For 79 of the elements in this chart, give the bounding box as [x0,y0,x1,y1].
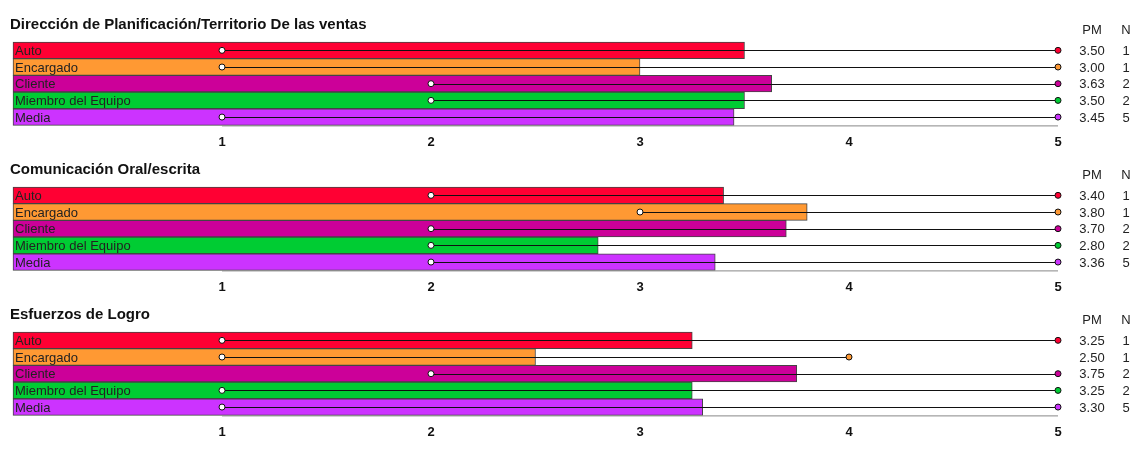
point [427,370,435,378]
data-label: 3.30 [1079,399,1105,415]
x-tick-label: 4 [845,278,854,294]
y-tick-label: Encargado [15,349,78,365]
point [1054,403,1062,411]
x-tick-label: 4 [845,423,854,439]
data-label: 3.80 [1079,204,1105,220]
point [218,403,226,411]
text: 2 [1122,221,1130,237]
data-label: 3.50 [1079,92,1105,108]
text: N [1121,21,1131,37]
x-tick-label: 2 [427,133,435,149]
text: N [1121,166,1131,182]
data-label: 2.50 [1079,349,1105,365]
text: PM [1082,166,1102,182]
y-tick-label: Miembro del Equipo [15,92,131,108]
text: 2 [1122,76,1130,92]
text: 1 [1122,204,1130,220]
y-tick-label: Cliente [15,76,56,92]
y-tick-label: Auto [15,42,42,58]
chart-title: Dirección de Planificación/Territorio De las ventas [10,15,367,33]
y-tick-label: Encargado [15,59,78,75]
y-tick-label: Miembro del Equipo [15,382,131,398]
text: 1 [1122,59,1130,75]
text: N [1121,311,1131,327]
text: 1 [1122,42,1130,58]
data-label: 3.25 [1079,382,1105,398]
y-tick-label: Media [15,109,52,125]
point [1054,336,1062,344]
y-tick-label: Cliente [15,221,56,237]
point [218,353,226,361]
y-tick-label: Miembro del Equipo [15,237,131,253]
text: 2 [1122,237,1130,253]
x-tick-label: 1 [218,423,226,439]
x-tick-label: 5 [1054,423,1062,439]
y-tick-label: Auto [15,187,42,203]
text: 5 [1122,109,1130,125]
y-tick-label: Encargado [15,204,78,220]
text: 5 [1122,254,1130,270]
data-label: 3.50 [1079,42,1105,58]
data-label: 3.00 [1079,59,1105,75]
data-label: 3.36 [1079,254,1105,270]
point [1054,386,1062,394]
data-label: 2.80 [1079,237,1105,253]
x-tick-label: 5 [1054,133,1062,149]
data-label: 3.70 [1079,221,1105,237]
text: 1 [1122,332,1130,348]
point [845,353,853,361]
data-label: 3.63 [1079,76,1105,92]
data-label: 3.25 [1079,332,1105,348]
point [218,386,226,394]
x-tick-label: 1 [218,278,226,294]
x-tick-label: 2 [427,278,435,294]
text: 2 [1122,382,1130,398]
y-tick-label: Auto [15,332,42,348]
x-tick-label: 3 [636,133,644,149]
data-label: 3.45 [1079,109,1105,125]
chart-title: Esfuerzos de Logro [10,305,151,323]
data-label: 3.75 [1079,366,1105,382]
x-tick-label: 3 [636,423,644,439]
text: PM [1082,21,1102,37]
x-tick-label: 3 [636,278,644,294]
text: 1 [1122,349,1130,365]
x-tick-label: 5 [1054,278,1062,294]
text: PM [1082,311,1102,327]
data-label: 3.40 [1079,187,1105,203]
text: 2 [1122,366,1130,382]
y-tick-label: Cliente [15,366,56,382]
text: 1 [1122,187,1130,203]
chart-title: Comunicación Oral/escrita [10,160,201,178]
point [1054,370,1062,378]
y-tick-label: Media [15,399,52,415]
text: 2 [1122,92,1130,108]
y-tick-label: Media [15,254,52,270]
x-tick-label: 2 [427,423,435,439]
x-tick-label: 1 [218,133,226,149]
x-tick-label: 4 [845,133,854,149]
point [218,336,226,344]
text: 5 [1122,399,1130,415]
